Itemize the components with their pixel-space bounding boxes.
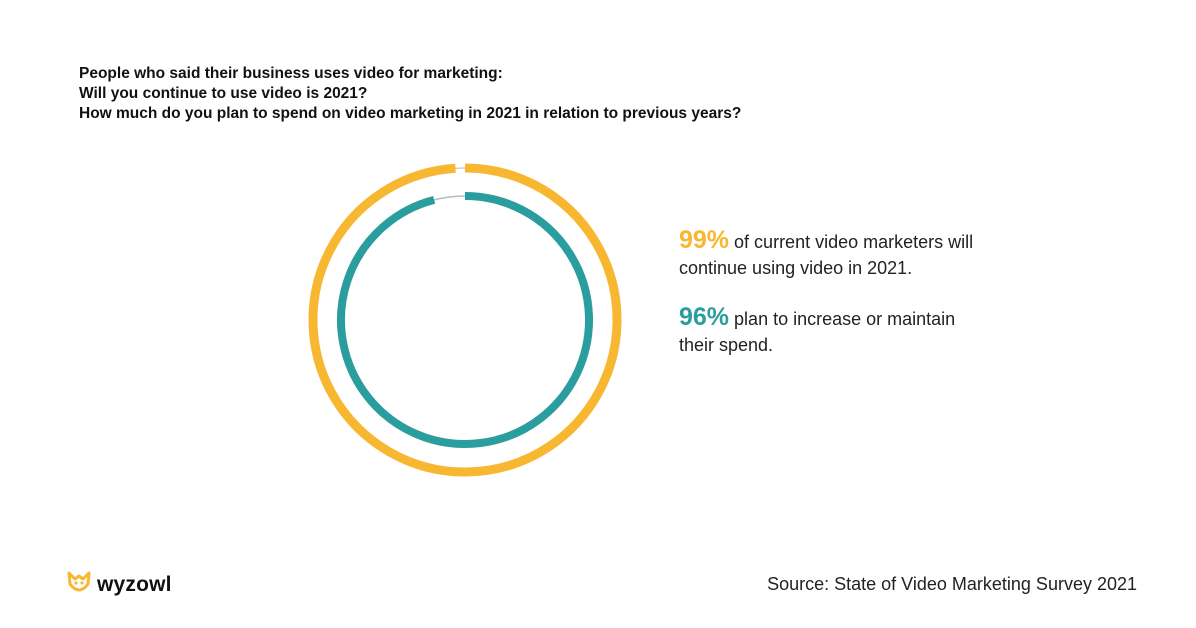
ring-1 [308, 163, 622, 477]
wyzowl-logo: wyzowl [66, 570, 172, 599]
ring-1-arc [308, 163, 622, 477]
stat-continue: 99% of current video marketers will cont… [679, 227, 979, 281]
chart-title: People who said their business uses vide… [79, 64, 741, 124]
ring-2-remainder [433, 195, 466, 201]
stat-spend-text: plan to increase or maintain their spend… [679, 309, 956, 355]
stat-continue-text: of current video marketers will continue… [679, 232, 974, 278]
stats-panel: 99% of current video marketers will cont… [679, 227, 979, 358]
ring-2 [337, 192, 594, 448]
ring-chart [308, 163, 622, 477]
logo-text: wyzowl [97, 572, 172, 596]
stat-continue-value: 99% [679, 226, 730, 254]
source-note: Source: State of Video Marketing Survey … [767, 574, 1137, 594]
title-line-1: People who said their business uses vide… [79, 65, 503, 82]
owl-icon [66, 570, 92, 599]
ring-2-arc [337, 192, 594, 448]
title-line-2: Will you continue to use video is 2021? [79, 85, 368, 102]
title-line-3: How much do you plan to spend on video m… [79, 105, 742, 122]
stat-spend-value: 96% [679, 303, 730, 331]
stat-spend: 96% plan to increase or maintain their s… [679, 304, 979, 358]
